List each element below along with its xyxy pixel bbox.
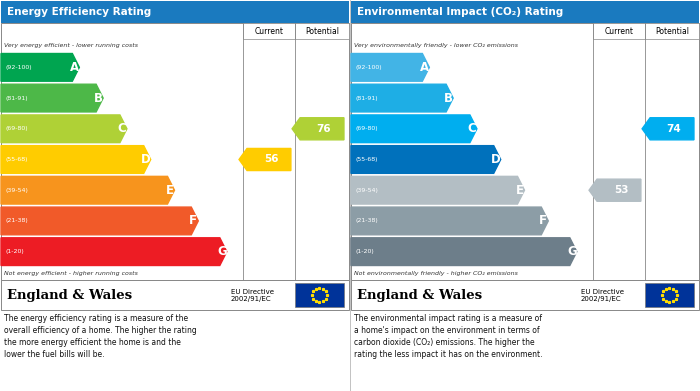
Text: Potential: Potential — [655, 27, 689, 36]
Text: (21-38): (21-38) — [355, 219, 378, 223]
Polygon shape — [292, 118, 344, 140]
Text: (21-38): (21-38) — [5, 219, 28, 223]
Text: B: B — [444, 91, 453, 104]
Bar — [295, 23, 349, 39]
Polygon shape — [1, 207, 198, 235]
Polygon shape — [351, 238, 577, 265]
Text: (55-68): (55-68) — [5, 157, 27, 162]
Text: (92-100): (92-100) — [355, 65, 382, 70]
Text: (1-20): (1-20) — [5, 249, 24, 254]
Text: (39-54): (39-54) — [355, 188, 378, 193]
Text: England & Wales: England & Wales — [7, 289, 132, 301]
Polygon shape — [642, 118, 694, 140]
Polygon shape — [239, 149, 291, 170]
Polygon shape — [1, 145, 150, 173]
Text: 74: 74 — [666, 124, 681, 134]
Bar — [645, 23, 699, 39]
Text: F: F — [539, 214, 547, 228]
Bar — [351, 23, 699, 280]
Text: A: A — [70, 61, 79, 74]
Text: G: G — [567, 245, 577, 258]
Polygon shape — [1, 54, 79, 81]
Text: Very environmentally friendly - lower CO₂ emissions: Very environmentally friendly - lower CO… — [354, 43, 518, 48]
Text: E: E — [515, 184, 524, 197]
Text: (1-20): (1-20) — [355, 249, 374, 254]
Polygon shape — [1, 238, 227, 265]
Text: A: A — [420, 61, 429, 74]
Text: B: B — [94, 91, 103, 104]
Polygon shape — [351, 207, 548, 235]
Text: (69-80): (69-80) — [355, 126, 377, 131]
Polygon shape — [351, 145, 500, 173]
Text: EU Directive
2002/91/EC: EU Directive 2002/91/EC — [581, 289, 624, 301]
Text: Not environmentally friendly - higher CO₂ emissions: Not environmentally friendly - higher CO… — [354, 271, 518, 276]
Bar — [351, 280, 699, 310]
Text: (39-54): (39-54) — [5, 188, 28, 193]
Text: Very energy efficient - lower running costs: Very energy efficient - lower running co… — [4, 43, 138, 48]
Bar — [1, 23, 349, 280]
Text: Current: Current — [255, 27, 284, 36]
Text: 76: 76 — [316, 124, 331, 134]
Text: C: C — [118, 122, 126, 135]
Polygon shape — [351, 54, 429, 81]
Bar — [645, 283, 694, 307]
Text: (69-80): (69-80) — [5, 126, 27, 131]
Text: The energy efficiency rating is a measure of the
overall efficiency of a home. T: The energy efficiency rating is a measur… — [4, 314, 197, 359]
Text: Not energy efficient - higher running costs: Not energy efficient - higher running co… — [4, 271, 138, 276]
Polygon shape — [351, 115, 477, 143]
Text: (81-91): (81-91) — [355, 95, 377, 100]
Text: The environmental impact rating is a measure of
a home's impact on the environme: The environmental impact rating is a mea… — [354, 314, 542, 359]
Text: G: G — [217, 245, 227, 258]
Text: 56: 56 — [264, 154, 278, 165]
Text: C: C — [468, 122, 476, 135]
Text: (81-91): (81-91) — [5, 95, 27, 100]
Text: F: F — [189, 214, 197, 228]
Text: Energy Efficiency Rating: Energy Efficiency Rating — [7, 7, 151, 17]
Bar — [243, 23, 295, 39]
Polygon shape — [351, 176, 524, 204]
Text: Environmental Impact (CO₂) Rating: Environmental Impact (CO₂) Rating — [357, 7, 564, 17]
Bar — [1, 1, 349, 23]
Polygon shape — [1, 84, 103, 112]
Text: (55-68): (55-68) — [355, 157, 377, 162]
Bar — [593, 23, 645, 39]
Text: D: D — [491, 153, 500, 166]
Text: D: D — [141, 153, 150, 166]
Bar — [1, 280, 349, 310]
Polygon shape — [1, 115, 127, 143]
Polygon shape — [351, 84, 453, 112]
Text: England & Wales: England & Wales — [357, 289, 482, 301]
Polygon shape — [1, 176, 174, 204]
Bar — [295, 283, 344, 307]
Bar — [351, 1, 699, 23]
Text: (92-100): (92-100) — [5, 65, 32, 70]
Text: E: E — [165, 184, 174, 197]
Text: Current: Current — [605, 27, 634, 36]
Text: Potential: Potential — [305, 27, 339, 36]
Polygon shape — [589, 179, 641, 201]
Text: EU Directive
2002/91/EC: EU Directive 2002/91/EC — [231, 289, 274, 301]
Text: 53: 53 — [614, 185, 628, 195]
